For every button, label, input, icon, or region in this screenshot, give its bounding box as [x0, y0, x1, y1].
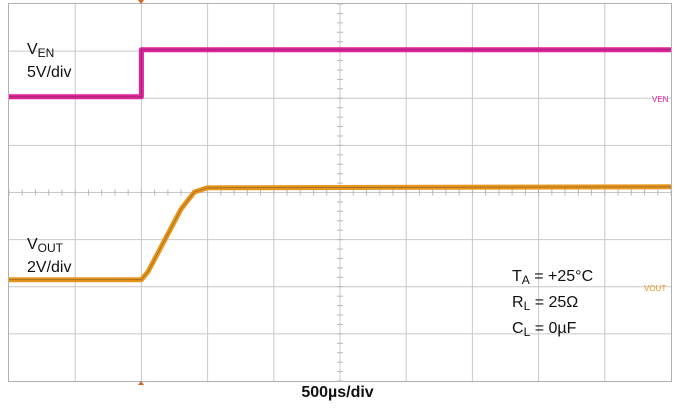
vout-trace	[9, 184, 672, 283]
traces	[9, 47, 672, 283]
vout-trace-noise	[9, 186, 672, 281]
condition-rl-sub: L	[523, 299, 531, 313]
condition-rl: RL = 25Ω	[512, 294, 578, 313]
condition-cl: CL = 0µF	[512, 320, 576, 339]
ven-trace	[9, 47, 671, 100]
vout-channel-label: VOUT 2V/div	[27, 235, 71, 277]
condition-cl-sub: L	[523, 325, 531, 339]
ven-scale: 5V/div	[27, 64, 72, 81]
condition-ta-sub: A	[521, 273, 530, 287]
condition-rl-main: R	[512, 294, 524, 311]
ven-label-main: V	[27, 41, 38, 58]
trigger-marker-top	[138, 0, 144, 4]
condition-ta-value: = +25°C	[529, 268, 594, 285]
trigger-marker-bottom	[138, 381, 144, 385]
vout-label-sub: OUT	[37, 241, 64, 255]
time-scale-label: 500µs/div	[301, 384, 374, 401]
condition-ta-main: T	[512, 268, 522, 285]
condition-ta: TA = +25°C	[512, 268, 593, 287]
ven-label-sub: EN	[37, 46, 55, 60]
vout-scale: 2V/div	[27, 259, 72, 276]
ven-channel-label: VEN 5V/div	[27, 40, 71, 82]
condition-rl-value: = 25Ω	[530, 294, 579, 311]
condition-cl-main: C	[512, 320, 524, 337]
ven-trace-noise	[9, 49, 671, 98]
vout-label-main: V	[27, 236, 38, 253]
condition-cl-value: = 0µF	[530, 320, 577, 337]
ven-ref-marker: VEN	[652, 95, 669, 104]
vout-ref-marker: VOUT	[644, 284, 667, 293]
